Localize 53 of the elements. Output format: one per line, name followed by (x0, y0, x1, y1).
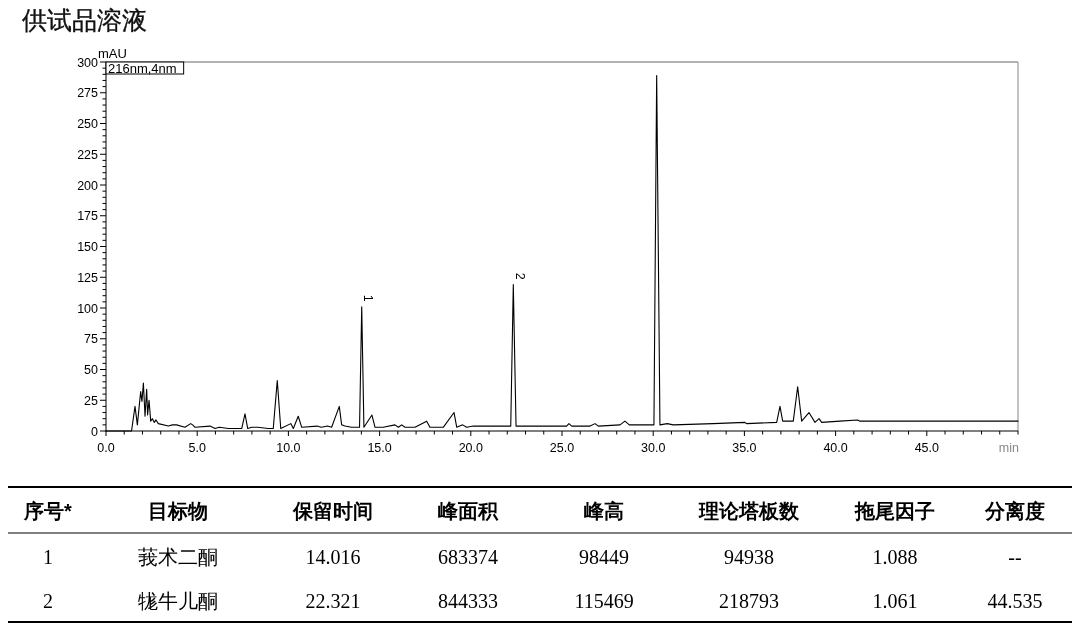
x-tick-label: 15.0 (367, 441, 392, 455)
text: 98449 (579, 545, 630, 568)
text: 218793 (718, 590, 779, 612)
y-tick-label: 0 (91, 424, 99, 439)
y-tick-label: 150 (77, 240, 99, 254)
text: 844333 (437, 590, 498, 612)
y-tick-label: 50 (84, 363, 99, 377)
x-tick-label: 45.0 (914, 441, 939, 455)
x-axis-title: min (998, 441, 1020, 455)
y-tick-label: 275 (77, 86, 99, 101)
x-tick-label: 20.0 (458, 441, 483, 455)
y-tick-label: 100 (77, 301, 99, 316)
text: 1 (43, 545, 54, 568)
text: 1.088 (872, 545, 918, 568)
text: 牻牛儿酮 (138, 590, 219, 612)
category-label: 目标物 (148, 500, 209, 522)
annotation: 1 (361, 294, 376, 302)
y-tick-label: 75 (84, 332, 99, 347)
y-tick-label: 250 (77, 117, 99, 131)
text: 22.321 (305, 590, 361, 612)
category-label: 峰高 (584, 500, 625, 522)
category-label: 理论塔板数 (697, 500, 800, 522)
x-tick-label: 10.0 (276, 441, 301, 455)
annotation: 2 (512, 272, 527, 280)
x-tick-label: 30.0 (641, 441, 666, 455)
text: 94938 (723, 545, 774, 568)
x-tick-label: 0.0 (97, 441, 115, 455)
y-tick-label: 125 (77, 270, 99, 285)
category-label: 序号* (23, 500, 73, 522)
text: 1.061 (872, 590, 918, 612)
text: 44.535 (987, 590, 1043, 612)
category-label: 拖尾因子 (853, 500, 935, 522)
y-tick-label: 300 (77, 55, 99, 70)
x-tick-label: 40.0 (823, 441, 848, 455)
text: 683374 (437, 545, 498, 568)
text: -- (1008, 545, 1022, 568)
y-tick-label: 25 (84, 393, 99, 408)
text: 2 (43, 590, 54, 612)
y-tick-label: 200 (77, 178, 99, 193)
chart-title: 供试品溶液 (22, 6, 147, 34)
y-tick-label: 225 (77, 147, 99, 162)
y-tick-label: 175 (77, 209, 99, 224)
x-tick-label: 25.0 (549, 441, 575, 455)
category-label: 保留时间 (292, 500, 374, 522)
text: 115469 (574, 590, 634, 612)
x-tick-label: 5.0 (188, 441, 206, 455)
y-axis-title: mAU (98, 46, 127, 61)
annotation: 216nm,4nm (108, 60, 177, 76)
text: 14.016 (305, 545, 361, 568)
text: 莪术二酮 (138, 545, 219, 568)
category-label: 分离度 (983, 500, 1045, 522)
category-label: 峰面积 (437, 500, 499, 522)
x-tick-label: 35.0 (732, 441, 757, 455)
